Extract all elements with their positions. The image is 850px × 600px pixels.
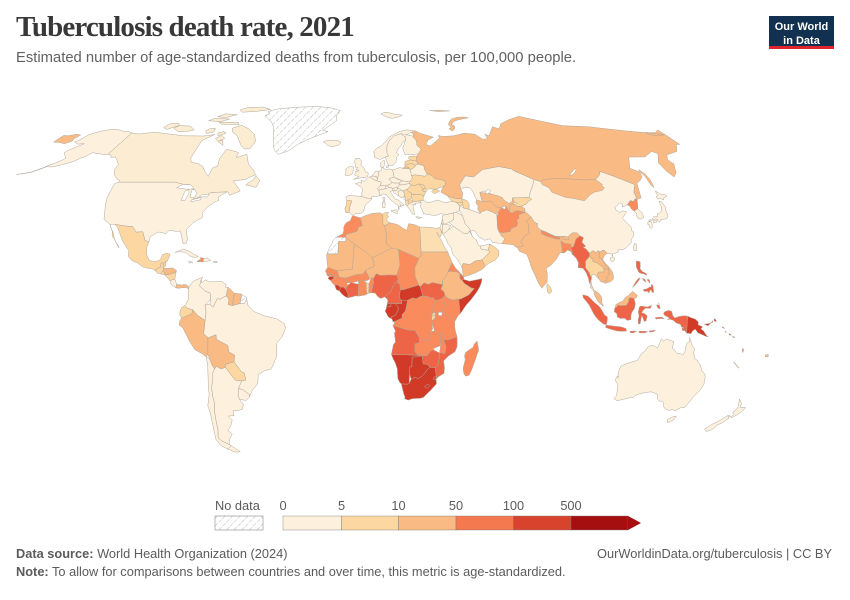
svg-text:0: 0 bbox=[279, 498, 286, 513]
svg-text:50: 50 bbox=[449, 498, 463, 513]
svg-text:100: 100 bbox=[503, 498, 524, 513]
svg-text:No data: No data bbox=[215, 498, 261, 513]
svg-text:500: 500 bbox=[560, 498, 581, 513]
svg-text:10: 10 bbox=[391, 498, 405, 513]
svg-text:5: 5 bbox=[338, 498, 345, 513]
